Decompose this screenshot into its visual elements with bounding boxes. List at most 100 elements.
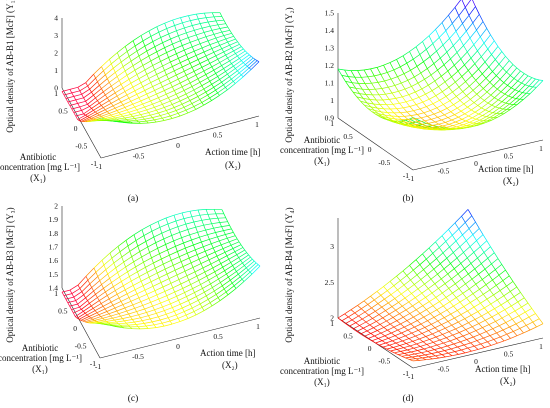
mesh-segment [478,323,483,328]
mesh-segment [483,34,491,44]
mesh-segment [152,286,156,291]
mesh-segment [168,110,177,114]
mesh-segment [420,68,428,74]
mesh-segment [157,316,161,321]
mesh-segment [81,291,84,295]
mesh-segment [99,273,108,281]
mesh-segment [485,104,493,111]
mesh-segment [462,15,470,24]
mesh-segment [231,78,234,82]
mesh-segment [111,282,114,287]
mesh-segment [414,326,419,331]
mesh-segment [208,275,217,281]
mesh-segment [419,309,427,314]
x-axis-label-line3-d: (X₁) [314,377,330,387]
mesh-segment [88,321,97,324]
mesh-segment [491,54,496,60]
mesh-segment [237,41,240,45]
mesh-segment [435,241,440,248]
mesh-segment [359,321,367,326]
mesh-segment [215,84,224,91]
mesh-segment [144,69,148,75]
mesh-segment [159,223,169,228]
mesh-segment [144,103,153,108]
mesh-segment [438,327,446,332]
mesh-segment [77,276,87,286]
mesh-segment [81,94,84,98]
mesh-segment [160,33,169,38]
mesh-segment [458,321,463,327]
mesh-segment [468,63,476,71]
mesh-segment [460,341,465,346]
mesh-segment [424,118,432,122]
surface-plot-c: 10.50-0.5-1-1-0.500.5121.91.81.71.61.51.… [0,202,261,404]
mesh-segment [101,113,110,117]
mesh-segment [470,57,476,64]
mesh-segment [445,324,452,329]
mesh-segment [94,305,104,311]
mesh-segment [437,351,442,355]
mesh-segment [172,43,175,50]
mesh-segment [375,89,380,95]
mesh-segment [442,44,448,53]
mesh-segment [238,241,242,245]
mesh-segment [222,262,231,268]
mesh-segment [177,109,187,114]
mesh-segment [77,87,81,91]
mesh-segment [168,274,178,280]
mesh-segment [211,62,220,68]
mesh-segment [104,317,113,321]
mesh-segment [446,45,454,53]
mesh-segment [215,35,224,39]
mesh-segment [486,328,493,332]
mesh-segment [152,65,156,71]
mesh-segment [449,301,454,307]
mesh-segment [162,82,171,88]
mesh-segment [219,28,223,33]
mesh-segment [415,253,423,260]
mesh-segment [432,37,440,44]
mesh-segment [205,229,208,235]
mesh-segment [206,255,210,260]
mesh-segment [185,221,194,225]
mesh-segment [502,326,510,331]
mesh-segment [519,93,527,100]
mesh-segment [107,290,116,296]
mesh-segment [399,123,407,126]
mesh-segment [496,329,504,334]
mesh-segment [250,256,253,260]
mesh-segment [126,109,130,113]
mesh-segment [459,120,466,124]
mesh-segment [140,30,150,36]
mesh-segment [93,259,103,269]
mesh-segment [407,289,412,294]
mesh-segment [183,218,187,225]
mesh-segment [337,313,345,319]
mesh-segment [448,7,456,16]
mesh-segment [97,113,100,116]
mesh-segment [523,329,531,334]
mesh-segment [148,97,151,102]
mesh-segment [239,269,249,278]
mesh-segment [180,40,183,46]
mesh-segment [464,350,472,354]
mesh-segment [486,28,491,35]
mesh-segment [86,314,90,317]
mesh-segment [208,255,218,261]
mesh-segment [448,328,456,333]
mesh-segment [180,15,189,18]
mesh-segment [487,97,495,104]
mesh-segment [135,266,138,272]
mesh-segment [136,94,140,98]
mesh-segment [230,241,240,246]
mesh-segment [364,104,369,109]
mesh-segment [222,267,225,271]
mesh-segment [433,111,441,115]
mesh-segment [423,61,428,69]
mesh-segment [501,264,506,271]
mesh-segment [132,40,136,47]
mesh-segment [119,276,122,282]
mesh-segment [239,276,243,280]
mesh-segment [140,315,149,319]
mesh-segment [456,124,464,128]
